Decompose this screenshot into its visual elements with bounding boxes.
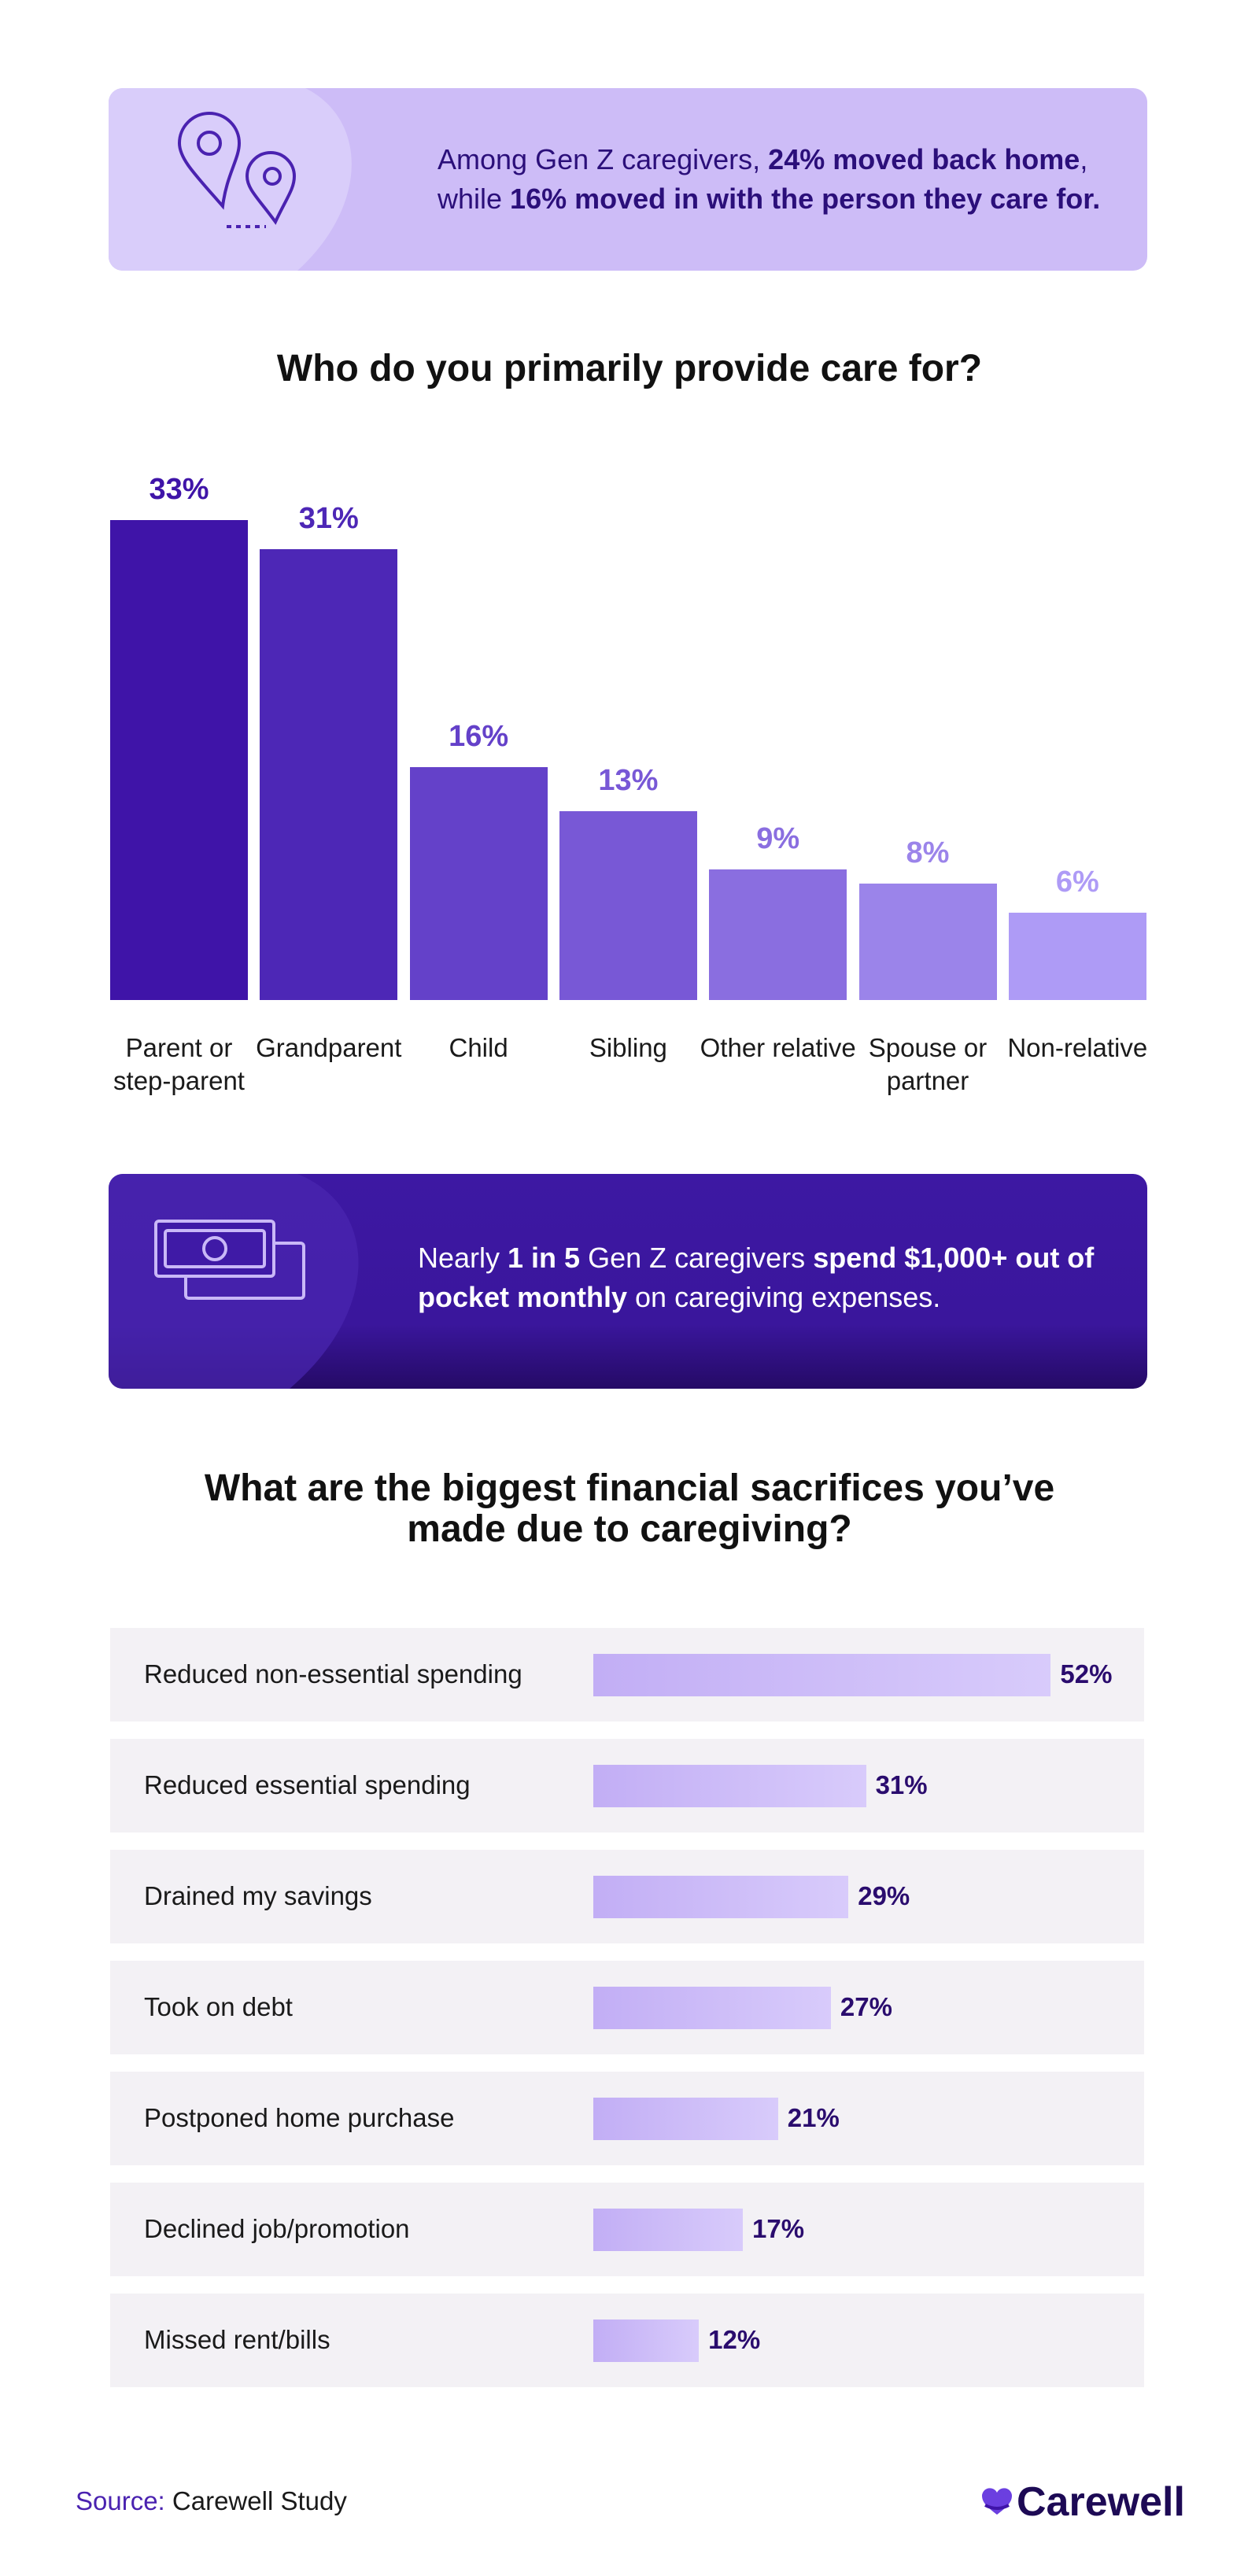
bar <box>1008 913 1146 1000</box>
bar <box>593 1764 866 1807</box>
chart-title: Who do you primarily provide care for? <box>276 348 983 389</box>
category-label: Grandparent <box>256 1033 402 1062</box>
callout-text: Nearly 1 in 5 Gen Z caregivers spend $1,… <box>418 1238 1110 1317</box>
category-label: Drained my savings <box>144 1881 372 1910</box>
callout-segment: 24% moved back home <box>768 143 1080 175</box>
category-label: Non-relative <box>1007 1033 1148 1062</box>
bar <box>709 869 847 1000</box>
bar <box>593 2097 778 2140</box>
bar <box>409 767 548 1000</box>
bar <box>559 810 697 1000</box>
category-label: Sibling <box>589 1033 667 1062</box>
bar <box>593 2208 744 2251</box>
category-label: Declined job/promotion <box>144 2214 410 2243</box>
value-label: 21% <box>787 2103 840 2132</box>
callout-segment: , while <box>438 143 1088 215</box>
bar-chart: 33% Parent or step-parent 31% Grandparent 16… <box>0 0 1259 1141</box>
callout-moved: Among Gen Z caregivers, 24% moved back h… <box>109 88 1147 271</box>
bar <box>593 2319 700 2362</box>
category-label: Reduced essential spending <box>144 1770 471 1799</box>
category-label: Missed rent/bills <box>144 2325 330 2354</box>
category-label: Spouse or partner <box>868 1033 988 1095</box>
value-label: 31% <box>875 1770 928 1799</box>
brand-logo: Carewell <box>980 2478 1185 2526</box>
callout-segment: Nearly <box>418 1242 508 1274</box>
brand-heart <box>982 2488 1012 2515</box>
brand-name: Carewell <box>1017 2479 1185 2525</box>
category-label: Child <box>449 1033 508 1062</box>
value-label: 27% <box>840 1992 892 2021</box>
source-label: Source: <box>76 2486 165 2515</box>
callout-decoration <box>109 88 352 271</box>
hbar-chart: Reduced non-essential spending 52% Reduced… <box>110 1628 1144 2387</box>
callout-segment: 1 in 5 <box>508 1242 581 1274</box>
callout-segment: 16% moved in with the person they care f… <box>510 183 1101 215</box>
value-label: 33% <box>149 472 209 506</box>
bar <box>593 1875 849 1918</box>
value-label: 6% <box>1055 865 1099 899</box>
callout-segment: Gen Z caregivers <box>580 1242 814 1274</box>
category-label: Took on debt <box>144 1992 293 2021</box>
bar <box>858 884 997 1000</box>
source: Source: Carewell Study <box>76 2486 347 2516</box>
bar <box>110 519 248 1000</box>
value-label: 16% <box>449 720 509 753</box>
value-label: 17% <box>752 2214 805 2243</box>
value-label: 12% <box>708 2325 761 2354</box>
value-label: 52% <box>1060 1659 1113 1688</box>
source-text: Carewell Study <box>172 2486 347 2515</box>
bar <box>260 548 398 1000</box>
bar <box>593 1653 1051 1696</box>
callout-decoration <box>109 1174 359 1389</box>
callout-segment: spend $1,000+ out of pocket monthly <box>418 1242 1095 1313</box>
category-label: Parent or step-parent <box>113 1033 245 1095</box>
value-label: 31% <box>298 501 359 535</box>
callout-segment: Among Gen Z caregivers, <box>438 143 769 175</box>
value-label: 29% <box>858 1881 910 1910</box>
category-label: Other relative <box>700 1033 856 1062</box>
value-label: 8% <box>906 836 950 869</box>
bar <box>593 1986 831 2029</box>
value-label: 9% <box>756 821 800 855</box>
callout-segment: on caregiving expenses. <box>627 1281 941 1313</box>
value-label: 13% <box>598 763 659 797</box>
chart-title: What are the biggest financial sacrifice… <box>204 1467 1055 1550</box>
category-label: Reduced non-essential spending <box>144 1659 522 1688</box>
callout-text: Among Gen Z caregivers, 24% moved back h… <box>438 140 1114 219</box>
category-label: Postponed home purchase <box>144 2103 455 2132</box>
callout-spend: Nearly 1 in 5 Gen Z caregivers spend $1,… <box>109 1174 1147 1389</box>
